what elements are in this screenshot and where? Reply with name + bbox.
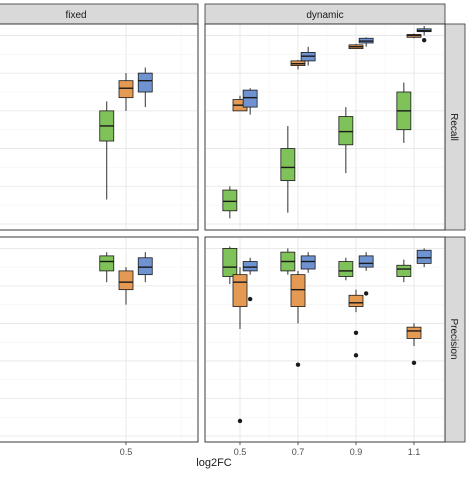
box-outlier <box>421 37 427 43</box>
box-outlier <box>353 330 359 336</box>
box-body <box>242 89 258 108</box>
box-layer <box>99 26 432 424</box>
box-orange-1_1 <box>406 33 422 39</box>
box-body <box>396 264 412 277</box>
box-blue-1_1 <box>416 26 432 43</box>
box-outlier <box>353 353 359 358</box>
box-orange-1_1 <box>406 323 422 366</box>
box-green-0_9 <box>338 107 354 174</box>
box-outlier <box>295 362 301 367</box>
x-tick-layer: 0.5 0.5 0.7 0.9 1.1 <box>120 442 421 457</box>
box-green-1_1 <box>396 82 412 143</box>
grid-layer <box>0 24 445 442</box>
box-blue-0_5 <box>137 67 153 108</box>
x-tick-label: 0.5 <box>120 447 133 457</box>
box-orange-0_9 <box>348 43 364 50</box>
box-body <box>99 255 115 272</box>
box-orange-0_5 <box>118 73 134 111</box>
box-blue-0_9 <box>358 37 374 47</box>
box-blue-0_7 <box>300 252 316 273</box>
box-green-0_5 <box>222 186 238 219</box>
box-green-0_7 <box>280 248 296 275</box>
box-green-1_1 <box>396 259 412 283</box>
strip-label-recall: Recall <box>448 113 459 141</box>
box-green-0_5 <box>222 246 238 285</box>
box-body <box>118 270 134 291</box>
strip-label-fixed: fixed <box>65 10 86 21</box>
box-body <box>416 249 432 264</box>
box-green-0_5 <box>99 101 115 200</box>
strip-fixed-bg <box>0 3 199 25</box>
box-body <box>290 274 306 307</box>
panel-fixed-precision <box>0 236 199 443</box>
box-body <box>406 326 422 339</box>
strip-label-precision: Precision <box>448 318 459 359</box>
box-body <box>242 261 258 272</box>
box-blue-0_7 <box>300 46 316 66</box>
box-orange-0_9 <box>348 289 364 358</box>
box-body <box>137 257 153 276</box>
strip-label-dynamic: dynamic <box>306 10 343 21</box>
box-orange-0_5 <box>232 267 248 424</box>
box-blue-0_5 <box>242 257 258 302</box>
box-blue-0_5 <box>137 252 153 283</box>
x-tick-label: 0.5 <box>234 447 247 457</box>
box-outlier <box>363 291 369 296</box>
panel-borders <box>0 23 446 443</box>
box-outlier <box>237 418 243 424</box>
box-green-0_7 <box>280 125 296 213</box>
box-body <box>137 72 153 93</box>
box-outlier <box>411 360 417 366</box>
box-body <box>358 255 374 268</box>
box-body <box>338 116 354 146</box>
box-blue-0_5 <box>242 88 258 115</box>
box-body <box>118 80 134 99</box>
box-green-0_9 <box>338 257 354 281</box>
box-body <box>348 294 364 307</box>
box-body <box>280 148 296 182</box>
x-tick-label: 0.9 <box>350 447 363 457</box>
box-body <box>222 247 238 277</box>
box-blue-1_1 <box>416 248 432 268</box>
box-orange-0_7 <box>290 59 306 70</box>
box-body <box>232 274 248 307</box>
box-orange-0_7 <box>290 270 306 367</box>
x-axis-title: log2FC <box>196 457 232 469</box>
box-green-0_5 <box>99 252 115 283</box>
box-orange-0_5 <box>118 267 134 305</box>
panel-fixed-recall <box>0 23 199 231</box>
box-outlier <box>247 296 253 302</box>
box-body <box>300 255 316 270</box>
x-tick-label: 1.1 <box>408 447 421 457</box>
box-blue-0_9 <box>358 252 374 296</box>
box-body <box>222 189 238 212</box>
x-tick-label: 0.7 <box>292 447 305 457</box>
box-body <box>338 261 354 277</box>
